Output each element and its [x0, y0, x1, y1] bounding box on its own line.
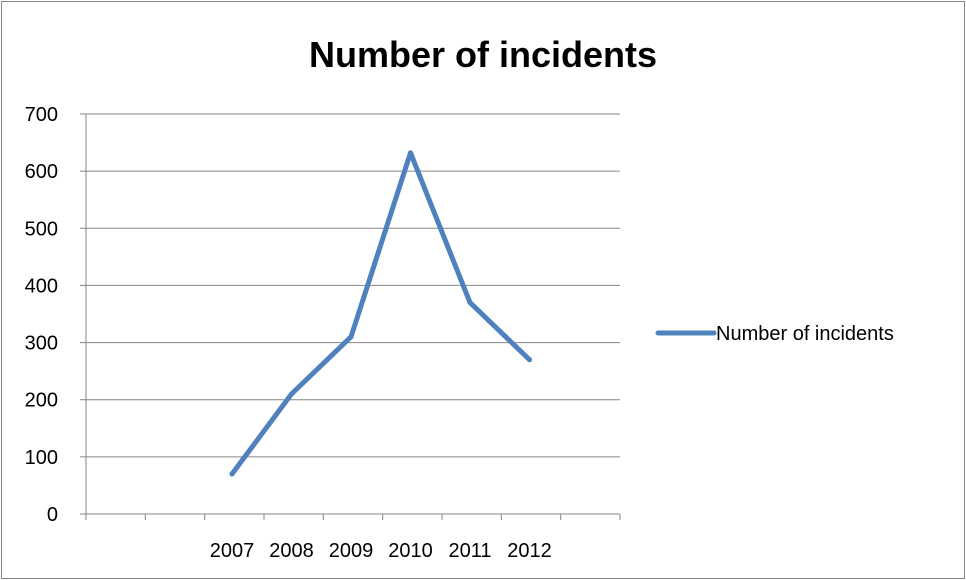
series-line-0 — [229, 150, 532, 477]
data-point-2007 — [229, 471, 235, 477]
y-tick-label-0: 0 — [47, 504, 58, 526]
data-point-2008 — [289, 391, 294, 397]
y-axis-tick-labels: 0 100 200 300 400 500 600 700 — [25, 104, 58, 526]
chart-title: Number of incidents — [309, 34, 657, 75]
x-tick-label-2012: 2012 — [507, 540, 552, 562]
gridlines — [86, 113, 620, 458]
y-tick-label-600: 600 — [25, 161, 58, 183]
data-point-2012 — [527, 357, 532, 363]
x-tick-label-2008: 2008 — [269, 540, 314, 562]
x-tick-label-2011: 2011 — [448, 540, 491, 562]
y-tick-label-200: 200 — [25, 390, 58, 412]
x-tick-label-2010: 2010 — [388, 540, 433, 562]
x-tick-label-2009: 2009 — [329, 540, 374, 562]
y-tick-label-500: 500 — [25, 218, 58, 240]
legend-label-number-of-incidents: Number of incidents — [716, 323, 894, 345]
series-lines — [229, 150, 532, 477]
legend: Number of incidents — [655, 323, 894, 345]
y-tick-label-400: 400 — [25, 275, 58, 297]
axes — [80, 113, 621, 520]
y-tick-label-100: 100 — [25, 447, 58, 469]
data-point-2011 — [467, 300, 473, 306]
data-point-2010 — [408, 150, 413, 156]
x-axis-tick-labels: 2007 2008 2009 2010 2011 2012 — [210, 540, 552, 562]
data-point-2009 — [348, 334, 354, 340]
y-tick-label-700: 700 — [25, 104, 58, 126]
x-tick-label-2007: 2007 — [210, 540, 255, 562]
y-tick-label-300: 300 — [25, 333, 58, 355]
